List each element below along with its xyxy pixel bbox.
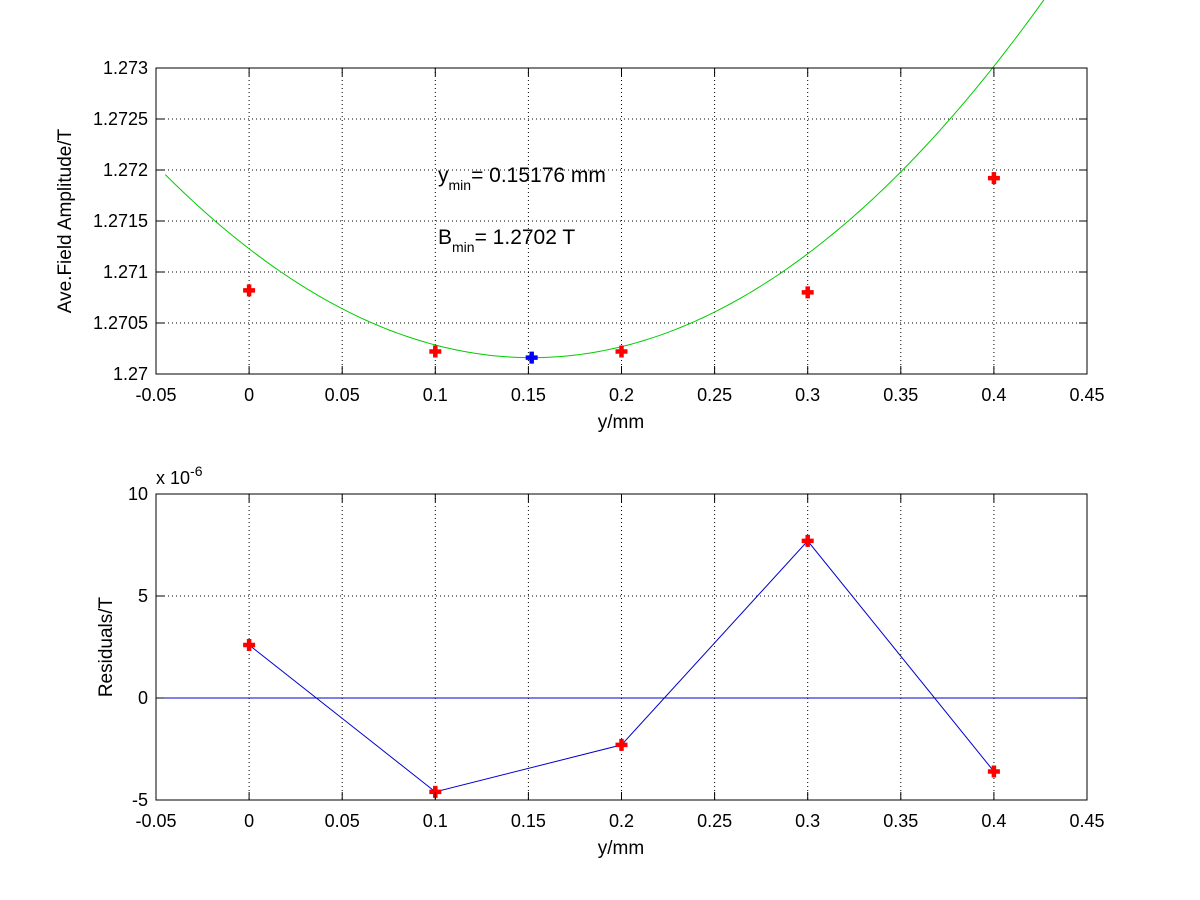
- top-y-tick-label: 1.2715: [93, 211, 148, 231]
- bottom-axes: -0.05 0 0.05 0.1 0.15 0.2 0.25 0.3 0.35 0.4 0.45 -5…: [96, 463, 1105, 859]
- bottom-y-tick-label: 10: [128, 484, 148, 504]
- bottom-x-tick-label: 0.25: [697, 811, 732, 831]
- top-x-tick-label: 0.05: [325, 385, 360, 405]
- bmin-subscript: min: [452, 239, 475, 255]
- measured-point: [615, 345, 628, 358]
- bottom-y-tick-label: 5: [138, 586, 148, 606]
- bottom-x-tick-label: 0: [244, 811, 254, 831]
- top-x-tick-label: -0.05: [135, 385, 176, 405]
- top-ticks: -0.05 0 0.05 0.1 0.15 0.2 0.25 0.3 0.35 0.4 0.45 1.…: [93, 58, 1105, 405]
- top-x-tick-label: 0.2: [609, 385, 634, 405]
- ymin-annotation: ymin= 0.15176 mm: [438, 164, 606, 193]
- top-x-tick-label: 0.3: [795, 385, 820, 405]
- top-x-tick-label: 0.4: [981, 385, 1006, 405]
- top-y-tick-label: 1.272: [103, 160, 148, 180]
- bottom-x-axis-label: y/mm: [598, 838, 644, 859]
- top-x-tick-label: 0.25: [697, 385, 732, 405]
- top-grid: [156, 68, 1087, 374]
- minimum-point: [525, 351, 538, 364]
- top-y-tick-label: 1.2725: [93, 109, 148, 129]
- bottom-ticks: -0.05 0 0.05 0.1 0.15 0.2 0.25 0.3 0.35 0.4 0.45 -5…: [128, 484, 1105, 831]
- top-y-axis-label: Ave.Field Amplitude/T: [55, 128, 76, 313]
- bottom-x-tick-label: 0.1: [423, 811, 448, 831]
- residual-point: [243, 638, 256, 651]
- bottom-y-tick-label: 0: [138, 688, 148, 708]
- bottom-x-tick-label: 0.15: [511, 811, 546, 831]
- bottom-x-tick-label: 0.05: [325, 811, 360, 831]
- measured-point: [801, 286, 814, 299]
- bottom-x-tick-label: 0.2: [609, 811, 634, 831]
- top-x-tick-label: 0.1: [423, 385, 448, 405]
- scale-factor-exponent: -6: [190, 463, 203, 479]
- bottom-y-axis-label: Residuals/T: [96, 596, 117, 697]
- top-x-tick-label: 0.15: [511, 385, 546, 405]
- top-plot-area: [164, 0, 1045, 364]
- bmin-value: = 1.2702 T: [475, 226, 576, 249]
- ymin-base: y: [438, 164, 449, 187]
- measured-point: [429, 345, 442, 358]
- top-y-tick-label: 1.27: [113, 364, 148, 384]
- top-y-tick-label: 1.273: [103, 58, 148, 78]
- top-x-tick-label: 0.45: [1069, 385, 1104, 405]
- ymin-value: = 0.15176 mm: [471, 164, 606, 187]
- residual-point: [615, 738, 628, 751]
- bottom-x-tick-label: 0.3: [795, 811, 820, 831]
- scale-factor-base: x 10: [156, 468, 190, 488]
- bottom-scale-factor: x 10-6: [156, 463, 203, 488]
- bottom-x-tick-label: 0.35: [883, 811, 918, 831]
- top-x-tick-label: 0: [244, 385, 254, 405]
- top-x-tick-label: 0.35: [883, 385, 918, 405]
- residual-point: [801, 534, 814, 547]
- bottom-y-tick-label: -5: [132, 790, 148, 810]
- measured-point: [987, 172, 1000, 185]
- top-y-tick-label: 1.271: [103, 262, 148, 282]
- bmin-base: B: [438, 226, 452, 249]
- measured-point: [243, 284, 256, 297]
- top-y-tick-label: 1.2705: [93, 313, 148, 333]
- top-axes: -0.05 0 0.05 0.1 0.15 0.2 0.25 0.3 0.35 0.4 0.45 1.…: [55, 0, 1105, 433]
- bottom-x-tick-label: 0.4: [981, 811, 1006, 831]
- residual-point: [987, 765, 1000, 778]
- top-x-axis-label: y/mm: [598, 412, 644, 433]
- bottom-x-tick-label: 0.45: [1069, 811, 1104, 831]
- bmin-annotation: Bmin= 1.2702 T: [438, 226, 575, 255]
- bottom-x-tick-label: -0.05: [135, 811, 176, 831]
- ymin-subscript: min: [449, 177, 472, 193]
